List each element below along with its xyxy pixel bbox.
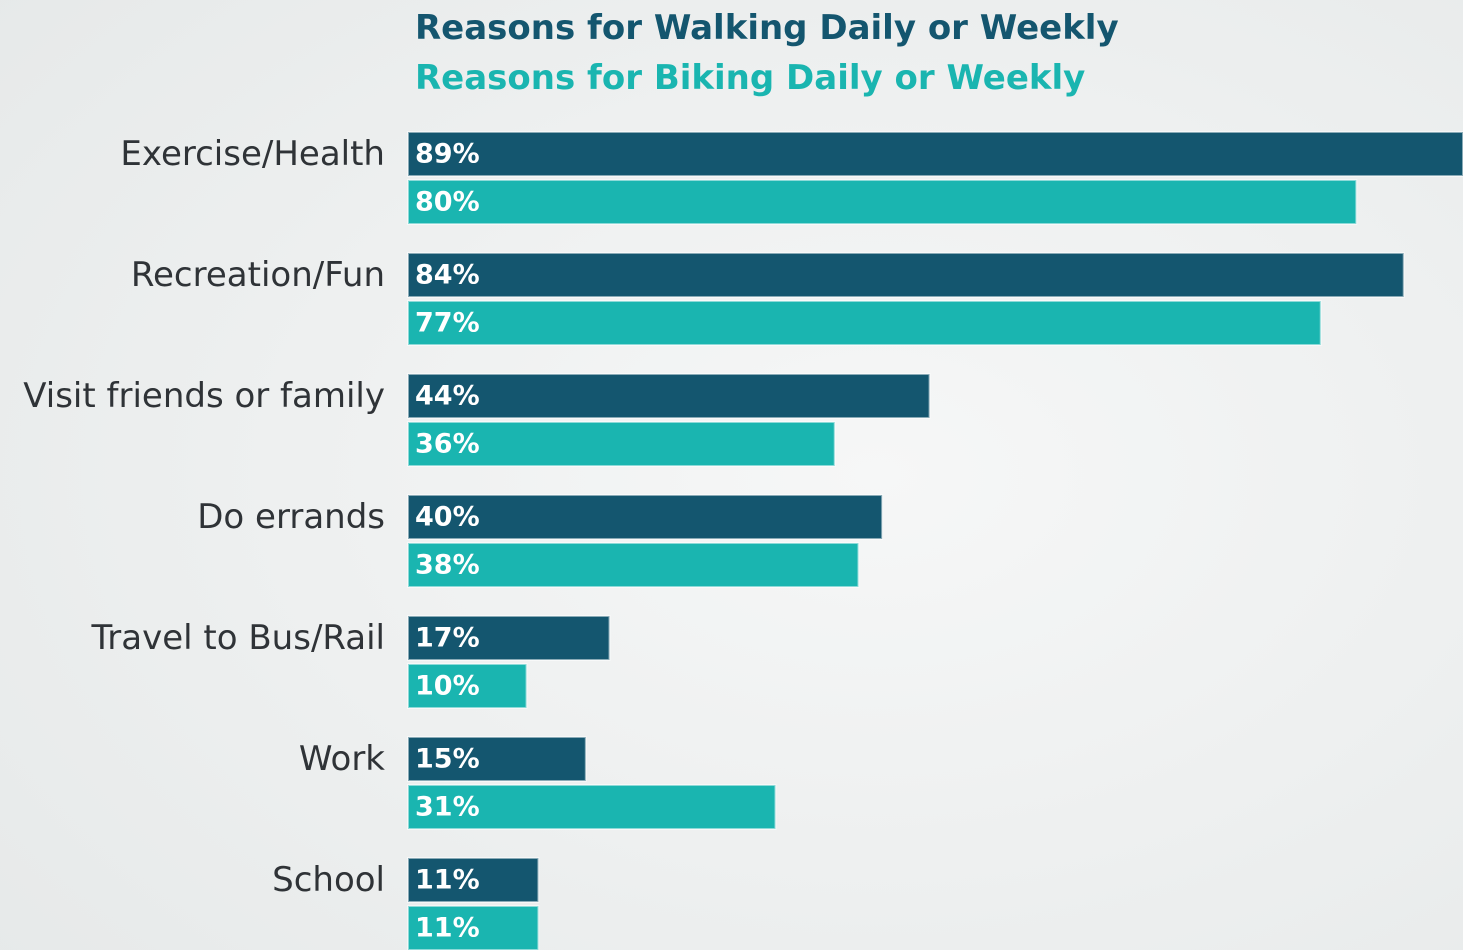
value-label: 38%	[415, 550, 480, 581]
value-label: 77%	[415, 308, 480, 339]
category-label: Work	[299, 739, 385, 779]
value-label: 80%	[415, 187, 480, 218]
bar	[407, 736, 587, 782]
legend-label: Reasons for Walking Daily or Weekly	[415, 8, 1119, 48]
bar	[407, 663, 528, 709]
category-label: Exercise/Health	[120, 134, 385, 174]
bar	[407, 784, 777, 830]
bar	[407, 252, 1405, 298]
category-label: School	[272, 860, 385, 900]
value-label: 11%	[415, 865, 480, 896]
bar	[407, 300, 1322, 346]
value-label: 15%	[415, 744, 480, 775]
value-label: 10%	[415, 671, 480, 702]
category-label: Travel to Bus/Rail	[91, 618, 385, 658]
value-label: 44%	[415, 381, 480, 412]
category-label: Recreation/Fun	[131, 255, 385, 295]
category-label: Visit friends or family	[23, 376, 385, 416]
bar	[407, 421, 836, 467]
value-label: 89%	[415, 139, 480, 170]
bar	[407, 373, 931, 419]
bar	[407, 494, 884, 540]
bar	[407, 131, 1463, 177]
value-label: 31%	[415, 792, 480, 823]
bar	[407, 905, 540, 950]
bar	[407, 857, 540, 903]
value-label: 40%	[415, 502, 480, 533]
legend-label: Reasons for Biking Daily or Weekly	[415, 58, 1085, 98]
value-label: 11%	[415, 913, 480, 944]
bar	[407, 542, 860, 588]
value-label: 17%	[415, 623, 480, 654]
value-label: 36%	[415, 429, 480, 460]
value-label: 84%	[415, 260, 480, 291]
bar	[407, 615, 611, 661]
category-label: Do errands	[197, 497, 385, 537]
bar	[407, 179, 1358, 225]
